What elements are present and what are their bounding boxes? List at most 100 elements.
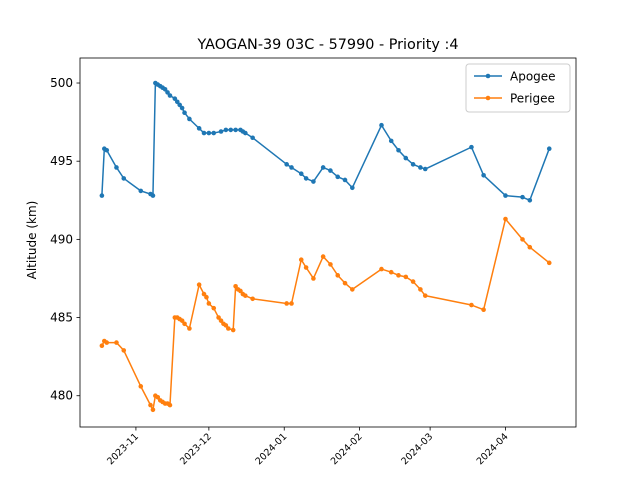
- apogee-data-point: [121, 176, 127, 181]
- perigee-data-point: [410, 279, 416, 284]
- apogee-data-point: [211, 130, 217, 136]
- apogee-data-point: [422, 166, 428, 172]
- perigee-data-point: [218, 318, 224, 323]
- apogee-data-point: [223, 127, 229, 133]
- apogee-data-point: [379, 122, 384, 128]
- perigee-data-point: [520, 237, 525, 242]
- perigee-data-point: [99, 343, 105, 348]
- apogee-data-point: [311, 179, 316, 184]
- y-axis-label: Altitude (km): [25, 201, 39, 280]
- perigee-data-point: [150, 407, 156, 413]
- perigee-data-point: [216, 315, 221, 320]
- apogee-data-point: [284, 162, 289, 167]
- apogee-data-point: [350, 185, 355, 191]
- perigee-data-point: [148, 402, 153, 408]
- apogee-data-point: [206, 130, 212, 136]
- perigee-data-point: [138, 384, 144, 389]
- apogee-data-point: [99, 193, 105, 198]
- apogee-data-point: [410, 162, 416, 167]
- chart-title: YAOGAN-39 03C - 57990 - Priority :4: [196, 37, 458, 53]
- apogee-data-point: [138, 188, 144, 194]
- perigee-data-point: [335, 273, 341, 278]
- apogee-data-point: [177, 102, 182, 108]
- perigee-data-point: [211, 305, 217, 311]
- perigee-data-point: [206, 301, 212, 306]
- apogee-data-point: [104, 147, 110, 153]
- perigee-data-point: [284, 301, 289, 306]
- apogee-data-point: [469, 144, 474, 150]
- apogee-data-point: [162, 86, 168, 92]
- perigee-data-point: [250, 296, 255, 302]
- legend-apogee-marker: [485, 73, 491, 79]
- y-tick-label: 490: [50, 232, 73, 246]
- perigee-data-point: [422, 293, 428, 298]
- perigee-data-point: [469, 302, 474, 308]
- perigee-data-point: [379, 266, 384, 272]
- perigee-data-point: [204, 294, 209, 300]
- apogee-data-point: [196, 126, 202, 131]
- perigee-data-point: [187, 326, 192, 331]
- y-tick-label: 500: [50, 76, 73, 90]
- apogee-data-point: [218, 129, 224, 134]
- perigee-data-point: [320, 254, 326, 259]
- apogee-data-point: [320, 165, 326, 170]
- y-tick-label: 495: [50, 154, 73, 168]
- perigee-data-point: [403, 274, 409, 280]
- perigee-data-point: [342, 280, 348, 286]
- perigee-data-point: [481, 307, 486, 313]
- perigee-data-point: [328, 262, 333, 267]
- apogee-data-point: [167, 93, 173, 98]
- legend: Apogee Perigee: [465, 63, 571, 113]
- apogee-data-point: [228, 127, 234, 133]
- apogee-data-point: [546, 146, 552, 151]
- perigee-data-point: [289, 301, 294, 306]
- apogee-data-point: [342, 177, 348, 183]
- perigee-data-point: [396, 273, 401, 278]
- apogee-data-point: [243, 130, 248, 136]
- apogee-data-point: [328, 168, 333, 173]
- perigee-data-point: [223, 323, 229, 328]
- y-tick-label: 485: [50, 311, 73, 325]
- apogee-data-point: [174, 99, 180, 105]
- perigee-data-point: [121, 348, 127, 353]
- apogee-data-point: [503, 193, 508, 198]
- apogee-data-point: [520, 194, 525, 200]
- perigee-data-point: [226, 326, 231, 331]
- perigee-data-point: [527, 244, 533, 250]
- apogee-data-point: [187, 116, 192, 122]
- perigee-data-point: [243, 293, 248, 298]
- perigee-data-point: [238, 288, 243, 294]
- apogee-data-point: [303, 176, 309, 181]
- perigee-data-point: [350, 287, 355, 292]
- apogee-data-point: [114, 165, 119, 170]
- perigee-data-point: [196, 282, 202, 288]
- apogee-data-point: [179, 105, 185, 111]
- apogee-data-point: [335, 174, 341, 180]
- perigee-data-point: [233, 283, 238, 289]
- legend-perigee-marker: [485, 95, 491, 101]
- perigee-data-point: [503, 216, 508, 222]
- perigee-data-point: [303, 265, 309, 270]
- apogee-data-point: [289, 165, 294, 170]
- perigee-data-point: [114, 340, 119, 345]
- perigee-data-point: [418, 287, 423, 292]
- perigee-data-point: [546, 260, 552, 266]
- apogee-data-point: [298, 171, 304, 176]
- apogee-data-point: [250, 135, 255, 141]
- apogee-data-point: [172, 96, 178, 101]
- perigee-data-point: [230, 327, 236, 333]
- apogee-data-point: [403, 155, 409, 161]
- perigee-data-point: [104, 340, 110, 345]
- apogee-data-point: [396, 147, 401, 153]
- perigee-data-point: [388, 269, 394, 275]
- perigee-data-point: [311, 276, 316, 281]
- apogee-data-point: [165, 90, 170, 95]
- perigee-data-point: [155, 394, 161, 400]
- apogee-data-point: [527, 197, 533, 203]
- apogee-data-point: [481, 172, 486, 178]
- perigee-data-point: [179, 318, 185, 323]
- legend-perigee-label: Perigee: [510, 92, 555, 106]
- apogee-data-point: [150, 193, 156, 198]
- y-tick-label: 480: [50, 389, 73, 403]
